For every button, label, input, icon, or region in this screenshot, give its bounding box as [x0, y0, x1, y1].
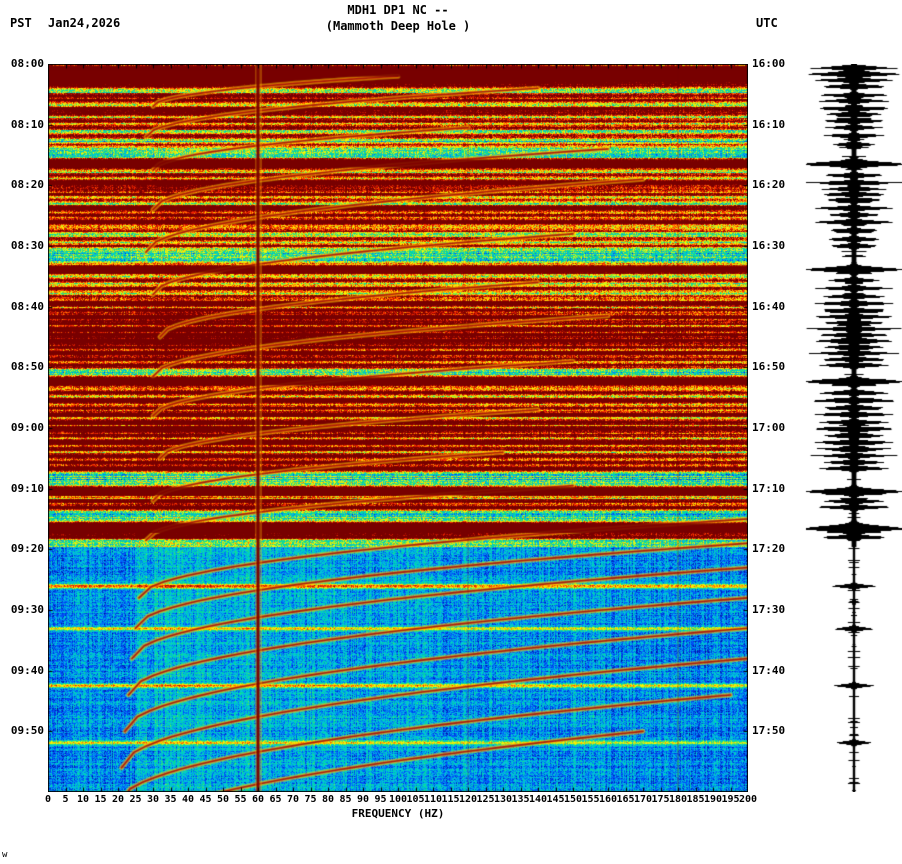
left-time-label: 09:40 [10, 663, 44, 677]
x-tick-label: 40 [181, 794, 195, 805]
x-tick-label: 195 [721, 794, 740, 805]
x-axis-label: FREQUENCY (HZ) [351, 807, 445, 820]
left-time-label: 08:30 [10, 239, 44, 252]
x-tick-label: 160 [598, 794, 618, 805]
x-tick-label: 165 [616, 794, 635, 805]
timezone-left-label: PST [10, 16, 32, 30]
x-tick-label: 50 [216, 794, 230, 805]
x-tick-label: 5 [62, 794, 69, 805]
date-label: Jan24,2026 [48, 16, 121, 30]
x-tick-label: 0 [44, 794, 52, 805]
x-tick-label: 180 [668, 794, 688, 805]
left-time-label: 09:10 [10, 481, 44, 495]
right-time-label: 16:40 [752, 299, 786, 313]
spectrogram-canvas [48, 64, 748, 792]
x-tick-label: 65 [269, 794, 282, 805]
x-tick-label: 20 [111, 794, 125, 805]
right-time-label: 16:30 [752, 239, 786, 252]
x-tick-label: 200 [738, 794, 758, 805]
left-time-label: 09:20 [10, 542, 44, 556]
helicorder-trace-canvas [802, 64, 902, 792]
title-block: MDH1 DP1 NC -- (Mammoth Deep Hole ) [48, 2, 748, 34]
right-time-label: 17:40 [752, 663, 786, 677]
x-tick-label: 95 [374, 794, 387, 805]
x-tick-label: 110 [423, 794, 443, 805]
x-tick-label: 25 [129, 794, 142, 805]
x-tick-label: 125 [476, 794, 495, 805]
left-time-label: 08:10 [10, 117, 44, 131]
x-tick-label: 70 [286, 794, 300, 805]
left-time-label: 09:30 [10, 603, 44, 616]
right-time-label: 16:20 [752, 178, 786, 192]
x-tick-label: 75 [304, 794, 317, 805]
right-time-label: 16:50 [752, 360, 786, 374]
x-tick-label: 175 [651, 794, 670, 805]
x-tick-label: 155 [581, 794, 600, 805]
x-tick-label: 145 [546, 794, 565, 805]
station-subtitle: (Mammoth Deep Hole ) [325, 19, 471, 33]
x-tick-label: 185 [686, 794, 705, 805]
x-tick-label: 45 [199, 794, 212, 805]
right-time-label: 17:10 [752, 481, 786, 495]
x-tick-label: 35 [164, 794, 177, 805]
x-tick-label: 10 [76, 794, 90, 805]
timezone-right-label: UTC [756, 16, 778, 30]
x-tick-label: 190 [703, 794, 723, 805]
right-time-label: 16:00 [752, 57, 786, 70]
x-tick-label: 15 [94, 794, 107, 805]
x-tick-label: 170 [633, 794, 653, 805]
left-time-label: 08:50 [10, 360, 44, 374]
x-tick-labels: 0 5 10 15 20 25 30 35 40 45 50 55 60 65 70 75 80 85 90 95 10… [0, 794, 902, 806]
x-tick-label: 30 [146, 794, 160, 805]
right-time-label: 17:50 [752, 724, 786, 738]
x-tick-label: 60 [251, 794, 265, 805]
right-time-label: 17:20 [752, 542, 786, 556]
x-tick-label: 100 [388, 794, 408, 805]
x-tick-label: 120 [458, 794, 478, 805]
left-time-label: 08:00 [10, 57, 44, 70]
x-tick-label: 80 [321, 794, 335, 805]
x-tick-label: 105 [406, 794, 425, 805]
station-title: MDH1 DP1 NC -- [347, 3, 449, 17]
right-time-label: 17:30 [752, 603, 786, 616]
x-tick-label: 130 [493, 794, 513, 805]
left-time-label: 09:00 [10, 421, 44, 434]
left-time-label: 08:40 [10, 299, 44, 313]
x-tick-label: 90 [356, 794, 370, 805]
left-time-label: 09:50 [10, 724, 44, 738]
x-tick-label: 135 [511, 794, 530, 805]
x-tick-label: 150 [563, 794, 583, 805]
x-tick-label: 115 [441, 794, 460, 805]
x-tick-label: 85 [339, 794, 352, 805]
right-time-label: 17:00 [752, 421, 786, 434]
x-tick-label: 140 [528, 794, 548, 805]
x-tick-label: 55 [234, 794, 247, 805]
right-time-label: 16:10 [752, 117, 786, 131]
left-time-label: 08:20 [10, 178, 44, 192]
corner-mark: w [2, 850, 8, 860]
